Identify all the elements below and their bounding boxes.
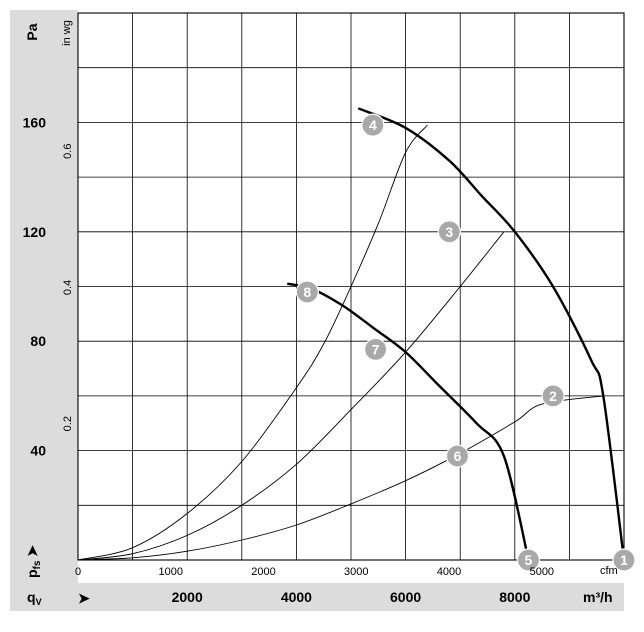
cfm-tick-label: 5000 [530,566,554,578]
pa-unit-label: Pa [24,23,40,40]
qv-symbol-subscript: V [36,597,42,607]
operating-point-marker: 5 [516,548,541,572]
system-curve-line [77,124,428,561]
pa-tick-label: 160 [23,114,47,130]
operating-point-label: 5 [525,552,533,568]
operating-points: 1 2 3 4 5 6 7 8 [295,113,636,572]
operating-point-circle [541,384,565,408]
inwg-tick-label: 0.4 [62,280,74,295]
fan-curve-line [358,107,626,562]
operating-point-circle [295,280,319,304]
cfm-tick-label: 3000 [344,566,368,578]
operating-point-circle [437,220,461,244]
cfm-tick-label: 1000 [159,566,183,578]
pfs-arrow-icon: ➤ [24,545,40,557]
operating-point-label: 1 [620,552,628,568]
operating-point-marker: 1 [612,548,636,572]
pa-tick-label: 40 [30,443,46,459]
operating-point-label: 4 [369,117,377,133]
operating-point-circle [445,444,470,468]
pa-tick-label: 80 [30,333,46,349]
operating-point-circle [516,548,541,572]
curves [77,107,626,562]
cfm-tick-label: 0 [75,566,81,578]
pa-tick-label: 120 [23,224,47,240]
operating-point-label: 6 [454,448,462,464]
operating-point-marker: 6 [445,444,470,468]
m3h-unit-label: m³/h [583,589,613,605]
operating-point-circle [363,337,388,362]
tick-labels: 40 80 120 160 0.2 0.4 0.6 0 1000 2000 3000 4000 5000… [23,114,554,605]
pfs-symbol-letter: p [24,569,40,578]
inwg-tick-label: 0.2 [62,416,74,431]
cfm-unit-label: cfm [600,565,618,577]
operating-point-label: 8 [303,284,311,300]
cfm-tick-label: 4000 [437,566,461,578]
cfm-tick-label: 2000 [251,566,275,578]
operating-point-marker: 3 [437,220,461,244]
operating-point-marker: 4 [361,113,385,137]
qv-axis-symbol: qV [27,589,42,607]
operating-point-circle [612,548,636,572]
m3h-tick-label: 8000 [499,589,530,605]
fan-curve-line [287,282,530,562]
m3h-tick-label: 2000 [172,589,203,605]
operating-point-circle [361,113,385,137]
qv-arrow-icon: ➤ [78,590,90,606]
qv-symbol-letter: q [27,589,36,605]
inwg-unit-label: in wg [61,20,73,46]
inwg-tick-label: 0.6 [62,144,74,159]
system-curve-line [77,395,604,561]
operating-point-label: 7 [372,341,380,357]
m3h-tick-label: 4000 [281,589,312,605]
system-curve-line [77,231,505,561]
operating-point-marker: 8 [295,280,319,304]
operating-point-marker: 7 [363,337,388,362]
operating-point-marker: 2 [541,384,565,408]
bottom-axis-band [10,583,624,611]
operating-point-label: 3 [445,224,453,240]
pfs-axis-symbol: pfs [24,560,43,578]
m3h-tick-label: 6000 [390,589,421,605]
left-axis-band [10,10,78,583]
pfs-symbol-subscript: fs [32,560,43,569]
operating-point-label: 2 [549,388,557,404]
